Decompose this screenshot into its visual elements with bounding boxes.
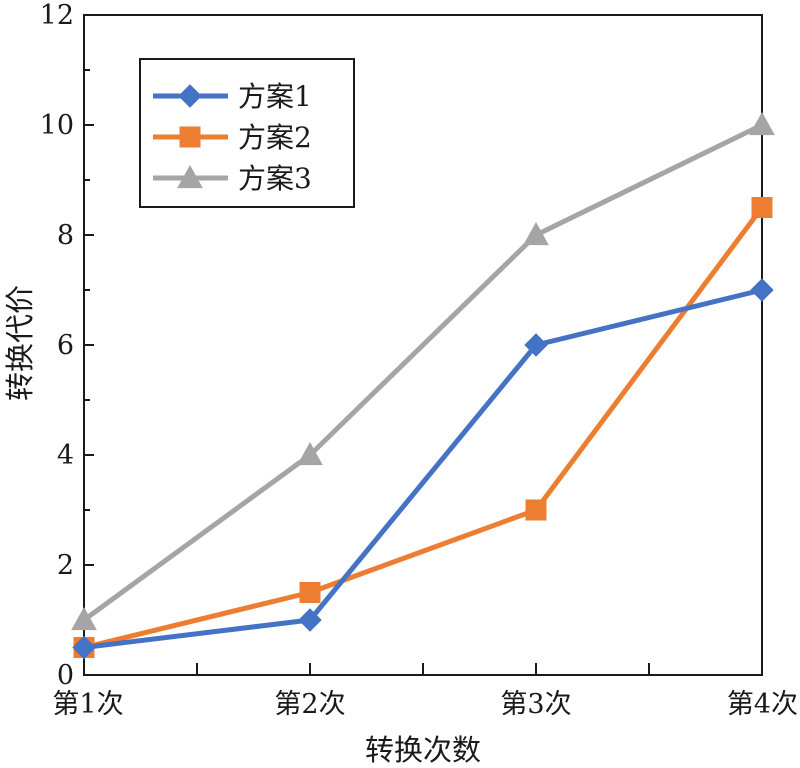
series-1: [72, 278, 774, 660]
legend-item-2: 方案2: [153, 121, 312, 154]
data-point-marker: [751, 197, 773, 218]
legend-label: 方案2: [238, 121, 312, 154]
y-tick-label: 12: [40, 0, 74, 31]
data-point-marker: [750, 278, 774, 302]
y-tick-label: 2: [57, 550, 74, 581]
x-axis-ticks: 第1次 第2次 第3次 第4次: [52, 663, 798, 720]
legend-swatch-marker: [179, 126, 201, 148]
legend-item-3: 方案3: [153, 162, 312, 195]
data-point-marker: [524, 333, 548, 357]
x-tick-label: 第4次: [727, 689, 798, 720]
series-line: [83, 206, 765, 650]
legend-swatch-marker: [178, 84, 202, 108]
series-2: [73, 197, 773, 658]
x-tick-label: 第2次: [274, 689, 345, 720]
legend-swatch-marker: [177, 164, 203, 189]
y-axis-ticks: 0 2 4 6 8 10 12: [40, 0, 94, 691]
x-tick-label: 第3次: [500, 689, 571, 720]
y-tick-label: 8: [57, 220, 74, 251]
series-3: [71, 111, 775, 631]
data-point-marker: [299, 582, 321, 603]
legend-label: 方案3: [238, 162, 312, 195]
y-tick-label: 4: [57, 440, 74, 471]
x-axis-title: 转换次数: [365, 733, 481, 767]
data-point-marker: [523, 221, 549, 246]
series-line: [83, 287, 763, 650]
data-point-marker: [525, 499, 547, 521]
series-layer: [71, 111, 775, 660]
legend-box: [139, 58, 355, 208]
y-tick-label: 6: [57, 330, 74, 361]
series-line: [82, 122, 764, 623]
x-tick-label: 第1次: [52, 689, 123, 720]
y-axis-title: 转换代价: [3, 285, 37, 401]
data-point-marker: [298, 608, 322, 632]
legend-item-1: 方案1: [153, 80, 312, 113]
y-tick-label: 10: [40, 110, 74, 141]
data-point-marker: [297, 441, 323, 466]
data-point-marker: [71, 606, 97, 631]
legend: 方案1 方案2 方案3: [139, 58, 355, 208]
legend-label: 方案1: [238, 80, 312, 113]
y-tick-label: 0: [57, 660, 74, 691]
data-point-marker: [749, 111, 775, 136]
data-point-marker: [72, 635, 96, 660]
